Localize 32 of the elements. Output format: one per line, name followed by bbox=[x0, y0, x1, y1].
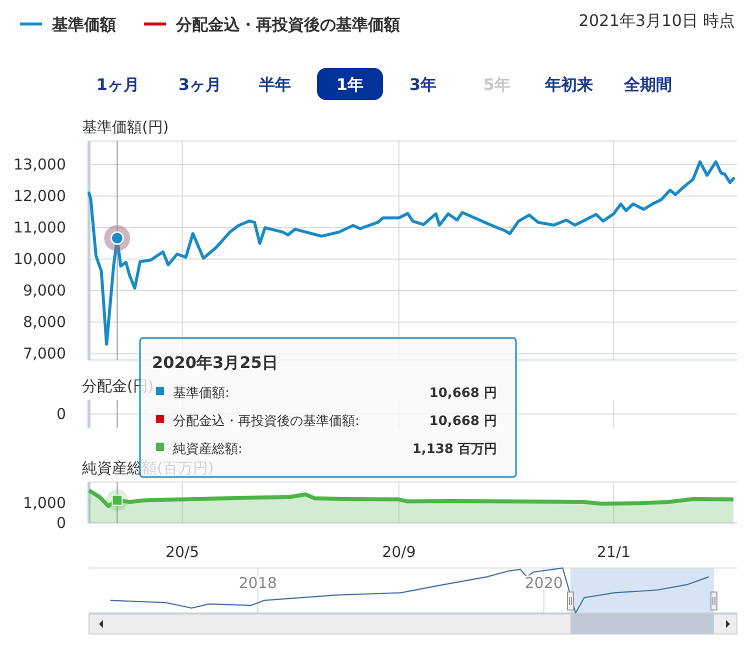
y-tick-label: 0 bbox=[56, 514, 66, 532]
x-tick-label: 20/9 bbox=[382, 543, 416, 561]
y-tick-label: 1,000 bbox=[23, 494, 66, 512]
y-tick-label: 10,000 bbox=[14, 250, 66, 268]
y-tick-label: 8,000 bbox=[23, 313, 66, 332]
text: 1年 bbox=[336, 75, 364, 94]
text: 年初来 bbox=[544, 75, 593, 94]
text: 半年 bbox=[258, 75, 291, 94]
x-tick-label: 21/1 bbox=[596, 543, 631, 561]
text: 10,668 円 bbox=[429, 386, 497, 401]
text: 1ヶ月 bbox=[96, 75, 140, 94]
x-tick-label: 20/5 bbox=[165, 543, 200, 561]
text: 3ヶ月 bbox=[178, 75, 222, 94]
y-tick-label: 9,000 bbox=[23, 282, 66, 300]
annotation: 2020年3月25日 bbox=[152, 353, 278, 372]
text: 10,668 円 bbox=[429, 414, 497, 429]
text: 3年 bbox=[409, 75, 437, 94]
legend-label: 基準価額 bbox=[51, 15, 116, 34]
text: 分配金込・再投資後の基準価額: bbox=[173, 414, 360, 429]
y-tick-label: 11,000 bbox=[14, 218, 66, 237]
text: 基準価額: bbox=[173, 386, 230, 401]
text: 純資産総額: bbox=[173, 441, 242, 457]
text: 1,138 百万円 bbox=[412, 442, 497, 457]
y-tick-label: 7,000 bbox=[23, 344, 66, 363]
y-tick-label: 12,000 bbox=[14, 187, 66, 206]
y-axis-title: 基準価額(円) bbox=[82, 118, 169, 136]
chart-subtitle: 2021年3月10日 時点 bbox=[578, 11, 735, 30]
x-tick-label: 2018 bbox=[238, 574, 277, 592]
x-tick-label: 2020 bbox=[524, 574, 563, 592]
y-tick-label: 13,000 bbox=[14, 156, 66, 174]
legend-label: 分配金込・再投資後の基準価額 bbox=[175, 15, 400, 34]
text: 全期間 bbox=[623, 75, 672, 94]
